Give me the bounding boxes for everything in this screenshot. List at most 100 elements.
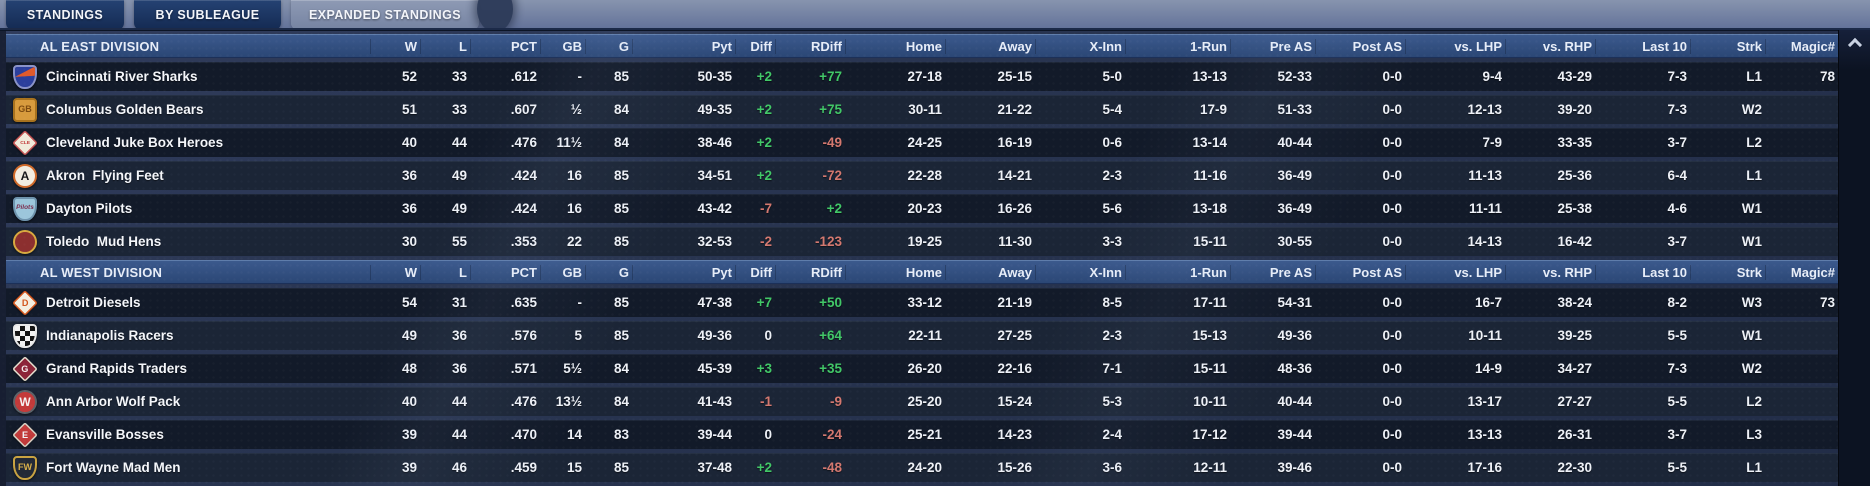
tab-expanded-standings[interactable]: EXPANDED STANDINGS — [291, 0, 479, 28]
stat-x-inn: 5-4 — [1102, 102, 1122, 117]
stat-pct: .635 — [510, 295, 537, 310]
stat-pre-as: 40-44 — [1277, 394, 1312, 409]
team-cell[interactable]: W Ann Arbor Wolf Pack — [6, 387, 370, 416]
team-name: Cleveland Juke Box Heroes — [46, 135, 224, 150]
stat-diff: -2 — [759, 234, 772, 249]
stat-vs-rhp: 16-42 — [1557, 234, 1592, 249]
team-row-evansville-bosses[interactable]: E Evansville Bosses 39 44 .470 14 83 39-44 0 -24 2… — [6, 420, 1838, 449]
team-row-ann-arbor-wolf-pack[interactable]: W Ann Arbor Wolf Pack 40 44 .476 13½ 84 41-43 -1… — [6, 387, 1838, 416]
stat-home: 22-28 — [907, 168, 942, 183]
stat-w: 52 — [401, 69, 417, 84]
stat-post-as: 0-0 — [1382, 295, 1402, 310]
stat-x-inn: 2-4 — [1102, 427, 1122, 442]
team-cell[interactable]: CLE Cleveland Juke Box Heroes — [6, 128, 370, 157]
stat-w: 49 — [401, 328, 417, 343]
division-header-al-west-division: AL WEST DIVISION W L PCT GB G Pyt Diff RDiff Home… — [6, 260, 1838, 284]
stat-x-inn: 3-6 — [1102, 460, 1122, 475]
scroll-up-arrow-icon[interactable] — [1847, 37, 1862, 53]
stat-l: 36 — [451, 361, 467, 376]
stat-gb: ½ — [570, 102, 582, 117]
team-logo-icon: FW — [13, 455, 37, 480]
stat-pre-as: 49-36 — [1277, 328, 1312, 343]
team-cell[interactable]: Cincinnati River Sharks — [6, 62, 370, 91]
scrollbar[interactable] — [1838, 30, 1870, 486]
stat-post-as: 0-0 — [1382, 361, 1402, 376]
team-row-cleveland-juke-box-heroes[interactable]: CLE Cleveland Juke Box Heroes 40 44 .476 11½ 8… — [6, 128, 1838, 157]
stat-post-as: 0-0 — [1382, 201, 1402, 216]
stat-strk: W1 — [1741, 201, 1762, 216]
team-row-indianapolis-racers[interactable]: Indianapolis Racers 49 36 .576 5 85 49-36 0 +64 2… — [6, 321, 1838, 350]
stat-away: 14-21 — [997, 168, 1032, 183]
column-header-last-10: Last 10 — [1595, 264, 1690, 280]
team-cell[interactable]: A Akron Flying Feet — [6, 161, 370, 190]
stat-x-inn: 2-3 — [1102, 328, 1122, 343]
team-cell[interactable]: G Grand Rapids Traders — [6, 354, 370, 383]
stat-strk: L1 — [1746, 460, 1762, 475]
tab-bar: STANDINGS BY SUBLEAGUE EXPANDED STANDINGS — [0, 0, 1870, 30]
stat-x-inn: 2-3 — [1102, 168, 1122, 183]
stat-x-inn: 3-3 — [1102, 234, 1122, 249]
stat-rdiff: -49 — [822, 135, 842, 150]
column-header-pre-as: Pre AS — [1230, 264, 1315, 280]
stat-away: 25-15 — [997, 69, 1032, 84]
team-cell[interactable]: GB Columbus Golden Bears — [6, 95, 370, 124]
column-header-w: W — [370, 38, 420, 54]
stat-last-10: 3-7 — [1667, 135, 1687, 150]
stat-home: 26-20 — [907, 361, 942, 376]
stat-rdiff: -72 — [822, 168, 842, 183]
team-cell[interactable]: Indianapolis Racers — [6, 321, 370, 350]
stat-away: 21-19 — [997, 295, 1032, 310]
team-name: Fort Wayne Mad Men — [46, 460, 181, 475]
team-cell[interactable]: FW Fort Wayne Mad Men — [6, 453, 370, 482]
column-header-strk: Strk — [1690, 264, 1765, 280]
team-logo-icon: Pilots — [13, 196, 37, 221]
team-name: Detroit Diesels — [46, 295, 141, 310]
team-row-toledo-mud-hens[interactable]: Toledo Mud Hens 30 55 .353 22 85 32-53 -2 -123 19… — [6, 227, 1838, 256]
stat-g: 85 — [613, 168, 629, 183]
team-cell[interactable]: E Evansville Bosses — [6, 420, 370, 449]
stat-strk: W2 — [1741, 102, 1762, 117]
team-row-grand-rapids-traders[interactable]: G Grand Rapids Traders 48 36 .571 5½ 84 45-39 +3… — [6, 354, 1838, 383]
team-logo-icon — [13, 229, 37, 254]
stat-vs-rhp: 34-27 — [1557, 361, 1592, 376]
team-row-akron-flying-feet[interactable]: A Akron Flying Feet 36 49 .424 16 85 34-51 +2 -72… — [6, 161, 1838, 190]
column-header-home: Home — [845, 264, 945, 280]
stat-w: 40 — [401, 135, 417, 150]
team-cell[interactable]: Pilots Dayton Pilots — [6, 194, 370, 223]
stat-w: 51 — [401, 102, 417, 117]
team-row-fort-wayne-mad-men[interactable]: FW Fort Wayne Mad Men 39 46 .459 15 85 37-48 +2 -… — [6, 453, 1838, 482]
team-cell[interactable]: D Detroit Diesels — [6, 288, 370, 317]
division-header-al-east-division: AL EAST DIVISION W L PCT GB G Pyt Diff RDiff Home… — [6, 34, 1838, 58]
team-row-columbus-golden-bears[interactable]: GB Columbus Golden Bears 51 33 .607 ½ 84 49-35 +… — [6, 95, 1838, 124]
column-header-home: Home — [845, 38, 945, 54]
team-row-cincinnati-river-sharks[interactable]: Cincinnati River Sharks 52 33 .612 - 85 50-35 +… — [6, 62, 1838, 91]
stat-away: 16-26 — [997, 201, 1032, 216]
stat-g: 85 — [613, 295, 629, 310]
column-header-pyt: Pyt — [632, 264, 735, 280]
stat-l: 31 — [451, 295, 467, 310]
team-name: Grand Rapids Traders — [46, 361, 188, 376]
stat-pre-as: 30-55 — [1277, 234, 1312, 249]
stat-post-as: 0-0 — [1382, 460, 1402, 475]
stat-post-as: 0-0 — [1382, 102, 1402, 117]
team-row-detroit-diesels[interactable]: D Detroit Diesels 54 31 .635 - 85 47-38 +7 +50 33-… — [6, 288, 1838, 317]
stat-diff: +2 — [756, 102, 772, 117]
stat-last-10: 5-5 — [1667, 328, 1687, 343]
stat-1-run: 17-9 — [1199, 102, 1227, 117]
stat-pre-as: 39-44 — [1277, 427, 1312, 442]
stat-g: 85 — [613, 201, 629, 216]
tab-standings[interactable]: STANDINGS — [6, 0, 124, 28]
team-row-dayton-pilots[interactable]: Pilots Dayton Pilots 36 49 .424 16 85 43-42 -7 +2… — [6, 194, 1838, 223]
stat-gb: 16 — [566, 201, 582, 216]
stat-last-10: 4-6 — [1667, 201, 1687, 216]
column-header-away: Away — [945, 264, 1035, 280]
stat-gb: 5 — [574, 328, 582, 343]
stat-strk: W1 — [1741, 328, 1762, 343]
stat-rdiff: +75 — [819, 102, 842, 117]
stat-pct: .424 — [510, 201, 537, 216]
team-cell[interactable]: Toledo Mud Hens — [6, 227, 370, 256]
tab-by-subleague[interactable]: BY SUBLEAGUE — [134, 0, 281, 28]
team-name: Ann Arbor Wolf Pack — [46, 394, 181, 409]
stat-pct: .353 — [510, 234, 537, 249]
stat-g: 84 — [613, 361, 629, 376]
